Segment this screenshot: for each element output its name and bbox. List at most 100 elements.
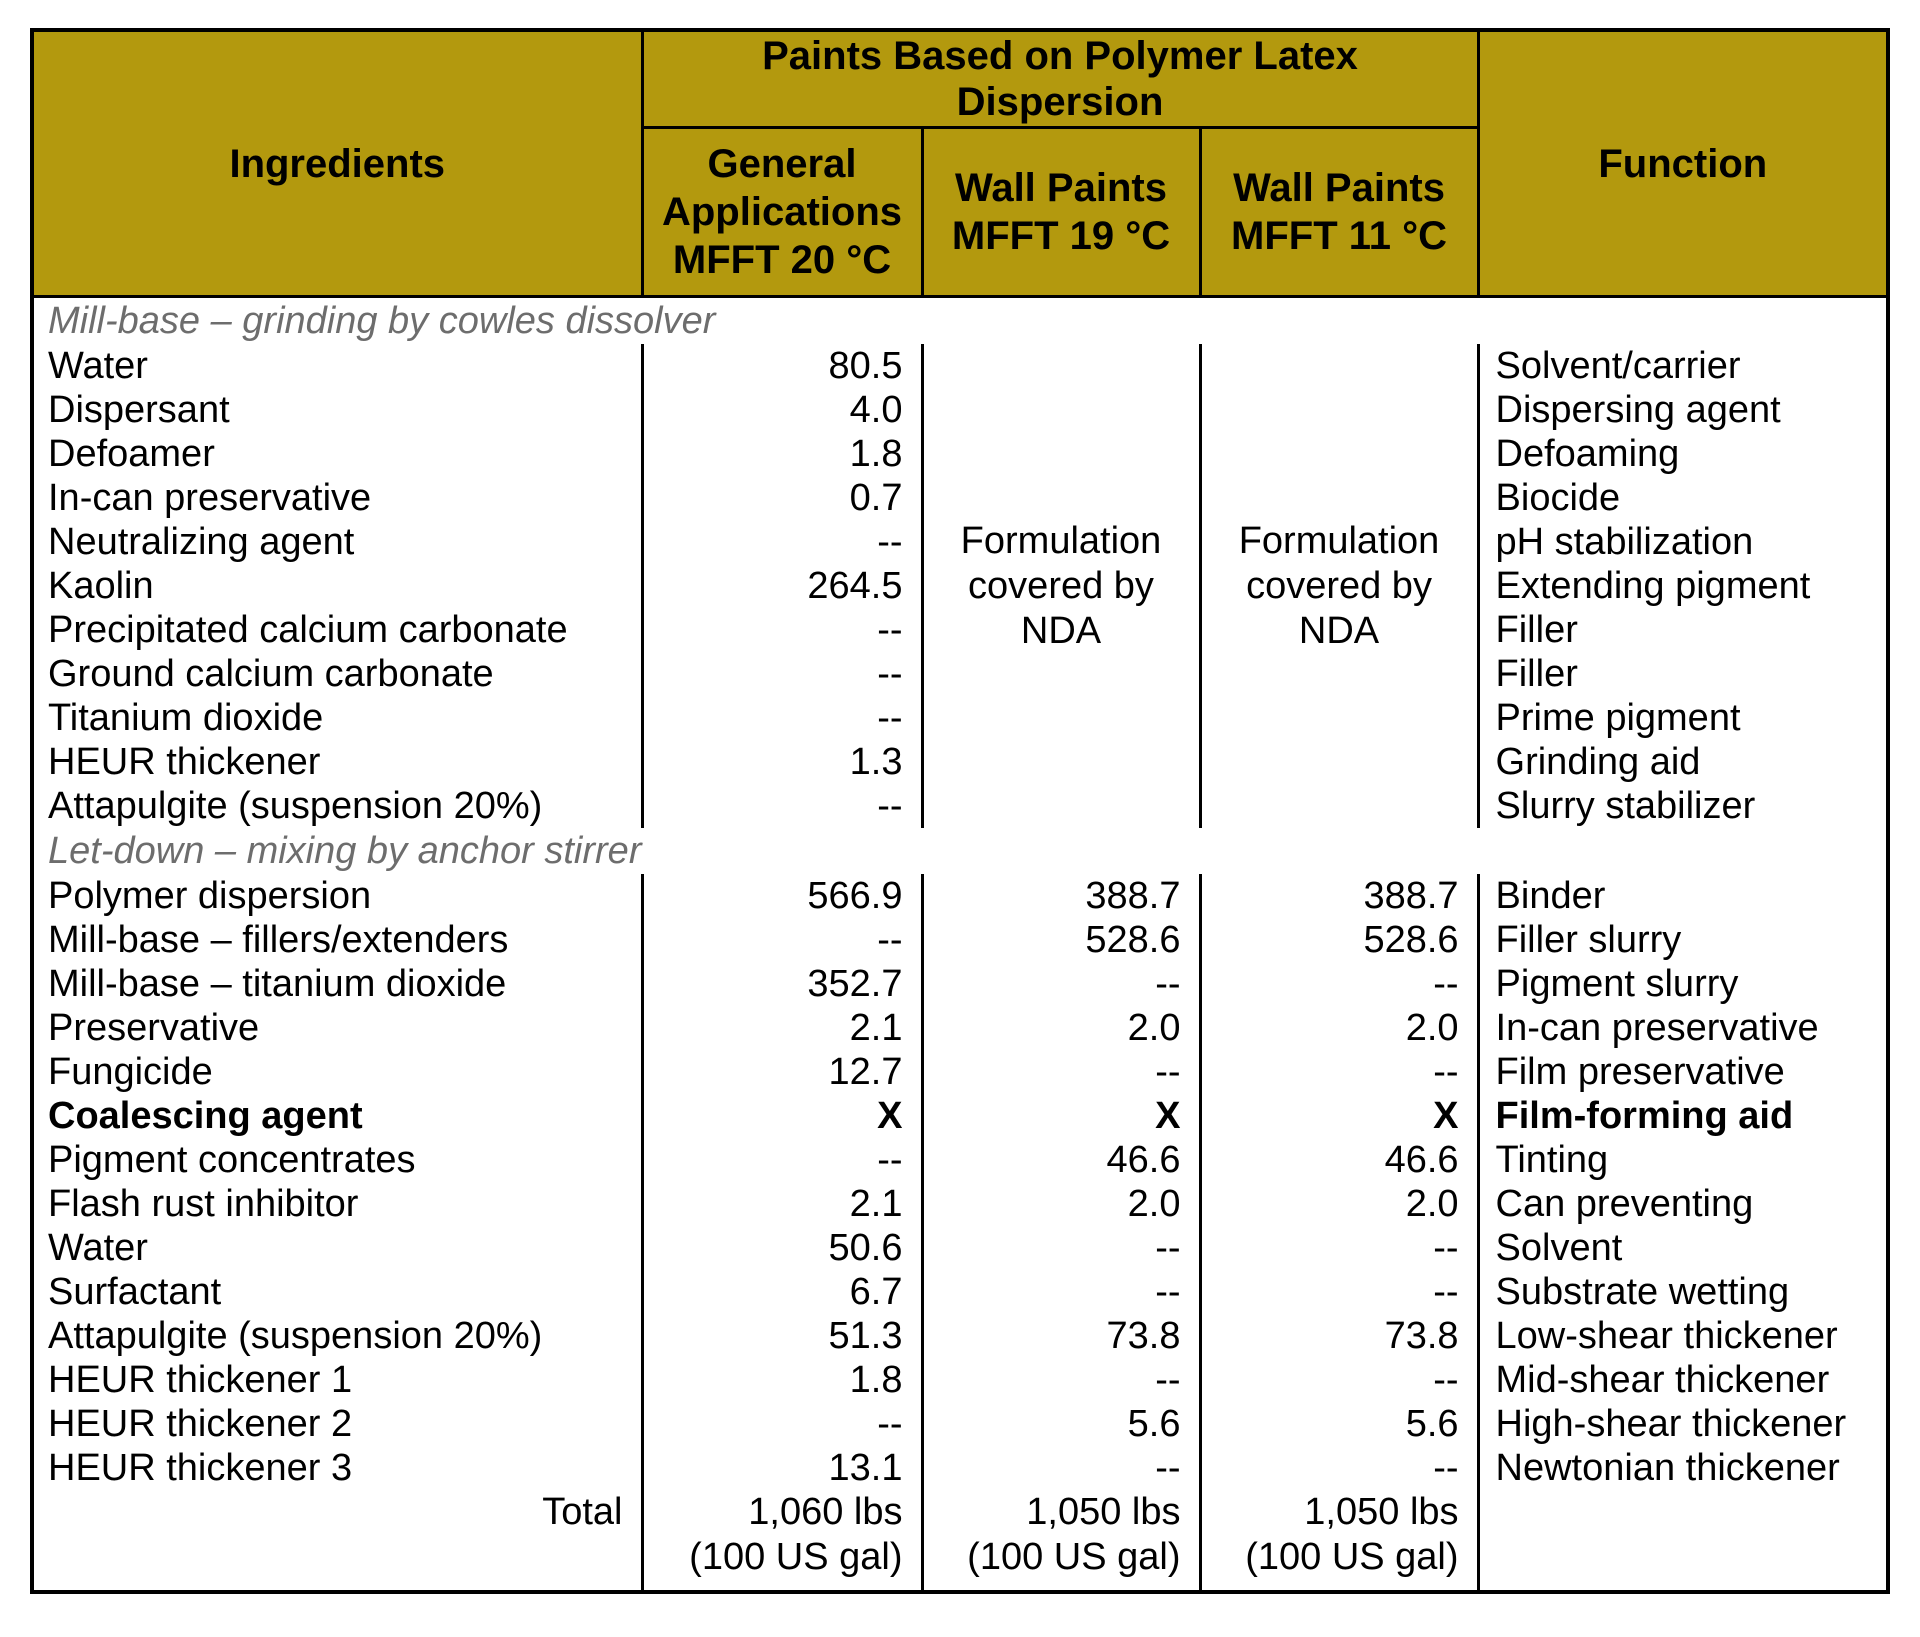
section-title: Let-down – mixing by anchor stirrer	[48, 830, 642, 872]
value-cell: 5.6	[1198, 1402, 1479, 1446]
total-label-cell: Total	[542, 1491, 623, 1533]
value-cell: 2.1	[640, 1182, 922, 1226]
table-row: Precipitated calcium carbonate -- Filler	[32, 608, 1889, 652]
value-cell: --	[640, 652, 922, 696]
table-row: Water 80.5 Formulation covered by NDA Fo…	[32, 344, 1889, 828]
ingredient-cell: Surfactant	[48, 1271, 222, 1313]
function-cell: Filler	[1476, 608, 1889, 652]
table-row: HEUR thickener 1.3 Grinding aid	[32, 740, 1889, 784]
nda-cell-wall-paints-11: Formulation covered by NDA	[1198, 344, 1479, 828]
function-cell: Low-shear thickener	[1476, 1314, 1889, 1358]
table-row: Dispersant 4.0 Dispersing agent	[32, 388, 1889, 432]
value-cell: 0.7	[640, 476, 922, 520]
value-cell: 13.1	[640, 1446, 922, 1490]
table-row: Water 50.6 -- -- Solvent	[32, 1226, 1889, 1270]
ingredient-cell: Mill-base – fillers/extenders	[48, 919, 509, 961]
value-cell: --	[1198, 1050, 1479, 1094]
table-row: In-can preservative 0.7 Biocide	[32, 476, 1889, 520]
value-cell: 352.7	[640, 962, 922, 1006]
table-row: Flash rust inhibitor 2.1 2.0 2.0 Can pre…	[32, 1182, 1889, 1226]
value-cell: 5.6	[920, 1402, 1200, 1446]
ingredient-cell: Pigment concentrates	[48, 1139, 416, 1181]
table-row: Kaolin 264.5 Extending pigment	[32, 564, 1889, 608]
ingredient-cell: In-can preservative	[48, 477, 372, 519]
value-cell: --	[920, 1226, 1200, 1270]
table-row: Attapulgite (suspension 20%) -- Slurry s…	[32, 784, 1889, 828]
nda-cell-wall-paints-19: Formulation covered by NDA	[920, 344, 1200, 828]
value-cell: --	[1198, 1446, 1479, 1490]
value-cell: 6.7	[640, 1270, 922, 1314]
value-cell: 1.8	[640, 1358, 922, 1402]
value-cell: 51.3	[640, 1314, 922, 1358]
ingredient-cell: Water	[48, 345, 148, 387]
function-cell: Filler slurry	[1476, 918, 1889, 962]
function-cell: Grinding aid	[1476, 740, 1889, 784]
formulation-table-container: Ingredients Paints Based on Polymer Late…	[30, 28, 1891, 1594]
table-row: Fungicide 12.7 -- -- Film preservative	[32, 1050, 1889, 1094]
value-cell: 46.6	[1198, 1138, 1479, 1182]
table-row: Polymer dispersion 566.9 388.7 388.7 Bin…	[32, 874, 1889, 918]
col-header-ingredients: Ingredients	[30, 28, 644, 298]
col-header-general-applications-mfft-20: General Applications MFFT 20 °C	[640, 126, 924, 298]
value-cell: 2.0	[1198, 1006, 1479, 1050]
header-row-group: Ingredients Paints Based on Polymer Late…	[30, 28, 1890, 298]
function-cell: High-shear thickener	[1476, 1402, 1889, 1446]
value-cell: --	[920, 962, 1200, 1006]
value-cell: 528.6	[920, 918, 1200, 962]
table-row: Mill-base – fillers/extenders -- 528.6 5…	[32, 918, 1889, 962]
value-cell: 80.5	[640, 344, 922, 388]
table-row: HEUR thickener 1 1.8 -- -- Mid-shear thi…	[32, 1358, 1889, 1402]
ingredient-cell: Defoamer	[48, 433, 215, 475]
ingredient-cell: HEUR thickener 2	[48, 1403, 353, 1445]
function-cell: Substrate wetting	[1476, 1270, 1889, 1314]
header-row-sub: General Applications MFFT 20 °C Wall Pai…	[32, 126, 1888, 298]
value-cell: --	[920, 1050, 1200, 1094]
ingredient-cell: Preservative	[48, 1007, 260, 1049]
value-cell: --	[640, 520, 922, 564]
ingredient-cell: Coalescing agent	[48, 1095, 363, 1137]
ingredient-cell: Water	[48, 1227, 148, 1269]
function-cell: Biocide	[1476, 476, 1889, 520]
function-cell: Can preventing	[1476, 1182, 1889, 1226]
function-cell: Newtonian thickener	[1476, 1446, 1889, 1490]
table-row: Ground calcium carbonate -- Filler	[32, 652, 1889, 696]
total-function-cell	[1476, 1490, 1889, 1592]
ingredient-cell: Attapulgite (suspension 20%)	[48, 785, 543, 827]
value-cell: 1.8	[640, 432, 922, 476]
ingredient-cell: Titanium dioxide	[48, 697, 324, 739]
section-row-mill-base: Mill-base – grinding by cowles dissolver	[32, 297, 1888, 345]
value-cell: --	[640, 608, 922, 652]
value-cell: X	[920, 1094, 1200, 1138]
table-row: HEUR thickener 3 13.1 -- -- Newtonian th…	[32, 1446, 1889, 1490]
table-row: HEUR thickener 2 -- 5.6 5.6 High-shear t…	[32, 1402, 1889, 1446]
value-cell: --	[640, 1138, 922, 1182]
ingredient-cell: Polymer dispersion	[48, 875, 372, 917]
value-cell: 1.3	[640, 740, 922, 784]
ingredient-cell: Kaolin	[48, 565, 154, 607]
table-row: Mill-base – titanium dioxide 352.7 -- --…	[32, 962, 1889, 1006]
value-cell: --	[920, 1270, 1200, 1314]
value-cell: --	[640, 918, 922, 962]
function-cell: Extending pigment	[1476, 564, 1889, 608]
ingredient-cell: Flash rust inhibitor	[48, 1183, 359, 1225]
function-cell: Tinting	[1476, 1138, 1889, 1182]
value-cell: --	[1198, 962, 1479, 1006]
table-header: Ingredients Paints Based on Polymer Late…	[30, 28, 1890, 298]
value-cell: --	[1198, 1270, 1479, 1314]
section-row-let-down: Let-down – mixing by anchor stirrer	[32, 828, 1888, 874]
ingredient-cell: HEUR thickener 3	[48, 1447, 353, 1489]
total-row: Total 1,060 lbs (100 US gal) 1,050 lbs (…	[32, 1490, 1889, 1592]
table-row: Attapulgite (suspension 20%) 51.3 73.8 7…	[32, 1314, 1889, 1358]
value-cell: 73.8	[1198, 1314, 1479, 1358]
value-cell: 46.6	[920, 1138, 1200, 1182]
col-header-wall-paints-mfft-19: Wall Paints MFFT 19 °C	[920, 126, 1202, 298]
value-cell: --	[920, 1446, 1200, 1490]
value-cell: --	[1198, 1358, 1479, 1402]
value-cell: 2.0	[920, 1182, 1200, 1226]
value-cell: 12.7	[640, 1050, 922, 1094]
function-cell: Film preservative	[1476, 1050, 1889, 1094]
value-cell: --	[640, 696, 922, 740]
ingredient-cell: Precipitated calcium carbonate	[48, 609, 568, 651]
function-cell: Prime pigment	[1476, 696, 1889, 740]
ingredient-cell: Mill-base – titanium dioxide	[48, 963, 507, 1005]
